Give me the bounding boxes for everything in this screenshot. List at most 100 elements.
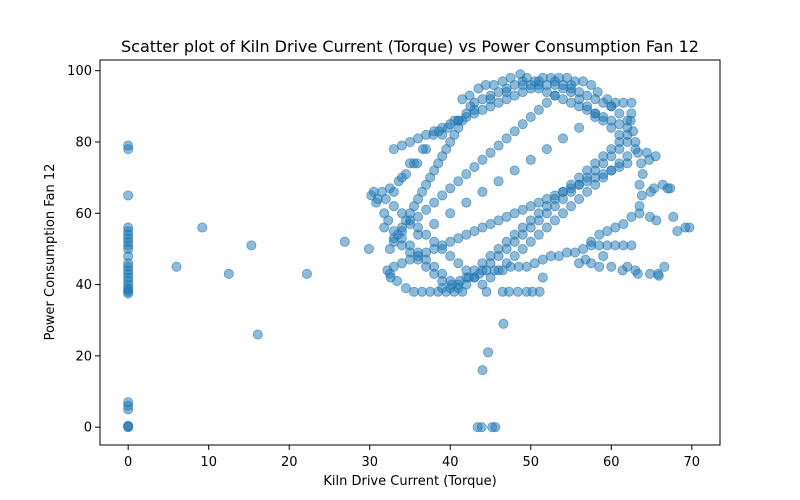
scatter-point xyxy=(518,120,527,129)
scatter-point xyxy=(470,273,479,282)
scatter-point xyxy=(526,112,535,121)
scatter-point xyxy=(591,166,600,175)
scatter-point xyxy=(198,223,207,232)
scatter-point xyxy=(583,102,592,111)
scatter-point xyxy=(124,191,133,200)
scatter-point xyxy=(405,241,414,250)
scatter-point xyxy=(591,180,600,189)
scatter-point xyxy=(635,180,644,189)
scatter-point xyxy=(478,187,487,196)
scatter-point xyxy=(607,152,616,161)
scatter-point xyxy=(422,205,431,214)
scatter-point xyxy=(470,162,479,171)
scatter-point xyxy=(526,155,535,164)
scatter-point xyxy=(405,216,414,225)
scatter-point xyxy=(660,262,669,271)
scatter-point xyxy=(526,237,535,246)
scatter-point xyxy=(302,269,311,278)
scatter-point xyxy=(499,319,508,328)
scatter-point xyxy=(253,330,262,339)
plot-points xyxy=(124,70,694,432)
scatter-point xyxy=(623,116,632,125)
scatter-point xyxy=(247,241,256,250)
scatter-point xyxy=(380,223,389,232)
scatter-point xyxy=(615,159,624,168)
scatter-point xyxy=(124,223,133,232)
scatter-point xyxy=(462,266,471,275)
scatter-point xyxy=(510,251,519,260)
scatter-point xyxy=(627,212,636,221)
scatter-point xyxy=(633,269,642,278)
scatter-point xyxy=(566,187,575,196)
scatter-point xyxy=(364,244,373,253)
scatter-point xyxy=(389,202,398,211)
scatter-point xyxy=(623,152,632,161)
x-tick-label: 10 xyxy=(200,455,217,470)
scatter-point xyxy=(478,266,487,275)
scatter-point xyxy=(518,230,527,239)
scatter-point xyxy=(438,269,447,278)
x-axis-ticks: 0 10 20 30 40 50 60 70 xyxy=(124,445,700,470)
scatter-point xyxy=(619,219,628,228)
scatter-point xyxy=(477,423,486,432)
scatter-point xyxy=(607,262,616,271)
scatter-point xyxy=(502,259,511,268)
y-tick-label: 0 xyxy=(84,421,92,436)
scatter-point xyxy=(538,273,547,282)
scatter-point xyxy=(393,276,402,285)
scatter-point xyxy=(340,237,349,246)
scatter-point xyxy=(558,134,567,143)
scatter-point xyxy=(502,244,511,253)
scatter-point xyxy=(631,145,640,154)
scatter-point xyxy=(381,194,390,203)
y-axis-ticks: 0 20 40 60 80 100 xyxy=(67,64,100,435)
y-tick-label: 80 xyxy=(75,135,92,150)
scatter-point xyxy=(535,287,544,296)
scatter-point xyxy=(478,155,487,164)
y-axis-label: Power Consumption Fan 12 xyxy=(43,164,58,341)
scatter-point xyxy=(623,262,632,271)
scatter-point xyxy=(599,173,608,182)
y-tick-label: 20 xyxy=(75,349,92,364)
scatter-point xyxy=(389,227,398,236)
scatter-point xyxy=(669,212,678,221)
scatter-point xyxy=(124,141,133,150)
scatter-point xyxy=(558,194,567,203)
scatter-point xyxy=(397,173,406,182)
scatter-point xyxy=(397,234,406,243)
scatter-point xyxy=(494,141,503,150)
scatter-point xyxy=(397,209,406,218)
scatter-point xyxy=(663,184,672,193)
scatter-point xyxy=(454,284,463,293)
scatter-point xyxy=(654,271,663,280)
scatter-point xyxy=(534,105,543,114)
scatter-point xyxy=(438,191,447,200)
scatter-point xyxy=(124,398,133,407)
x-tick-label: 60 xyxy=(603,455,620,470)
scatter-point xyxy=(446,276,455,285)
scatter-point xyxy=(413,223,422,232)
scatter-point xyxy=(574,123,583,132)
scatter-point xyxy=(534,216,543,225)
scatter-point xyxy=(566,202,575,211)
scatter-point xyxy=(510,166,519,175)
chart-title: Scatter plot of Kiln Drive Current (Torq… xyxy=(121,37,699,56)
x-tick-label: 20 xyxy=(281,455,298,470)
scatter-point xyxy=(542,223,551,232)
scatter-point xyxy=(635,202,644,211)
scatter-point xyxy=(649,184,658,193)
scatter-point xyxy=(652,216,661,225)
scatter-point xyxy=(454,259,463,268)
scatter-point xyxy=(494,266,503,275)
scatter-point xyxy=(422,145,431,154)
scatter-point xyxy=(430,198,439,207)
y-tick-label: 100 xyxy=(67,64,92,79)
scatter-point xyxy=(642,148,651,157)
scatter-point xyxy=(615,145,624,154)
scatter-point xyxy=(474,84,483,93)
scatter-point xyxy=(638,169,647,178)
scatter-point xyxy=(607,166,616,175)
scatter-point xyxy=(389,145,398,154)
scatter-point xyxy=(550,216,559,225)
scatter-point xyxy=(558,209,567,218)
